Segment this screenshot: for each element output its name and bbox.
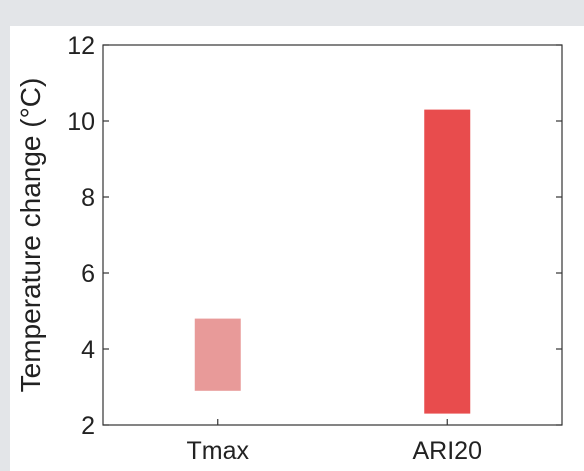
x-tick-label: ARI20 <box>413 437 482 465</box>
y-tick-label: 6 <box>81 260 95 288</box>
y-axis-title: Temperature change (°C) <box>15 78 46 393</box>
bars-group <box>194 109 471 414</box>
y-tick-label: 8 <box>81 184 95 212</box>
y-tick-label: 10 <box>67 108 95 136</box>
plot-area-border <box>102 44 563 426</box>
y-tick-label: 2 <box>81 412 95 440</box>
plot-frame <box>102 44 563 426</box>
y-tick-label: 4 <box>81 336 95 364</box>
bar-ari20 <box>424 109 471 414</box>
x-tick-label: Tmax <box>187 437 250 465</box>
chart-panel <box>10 26 584 471</box>
y-tick-label: 12 <box>67 32 95 60</box>
y-axis-ticks: 2 4 6 8 10 12 <box>67 32 562 440</box>
x-axis-ticks: Tmax ARI20 <box>187 419 482 465</box>
bar-tmax <box>194 318 241 391</box>
